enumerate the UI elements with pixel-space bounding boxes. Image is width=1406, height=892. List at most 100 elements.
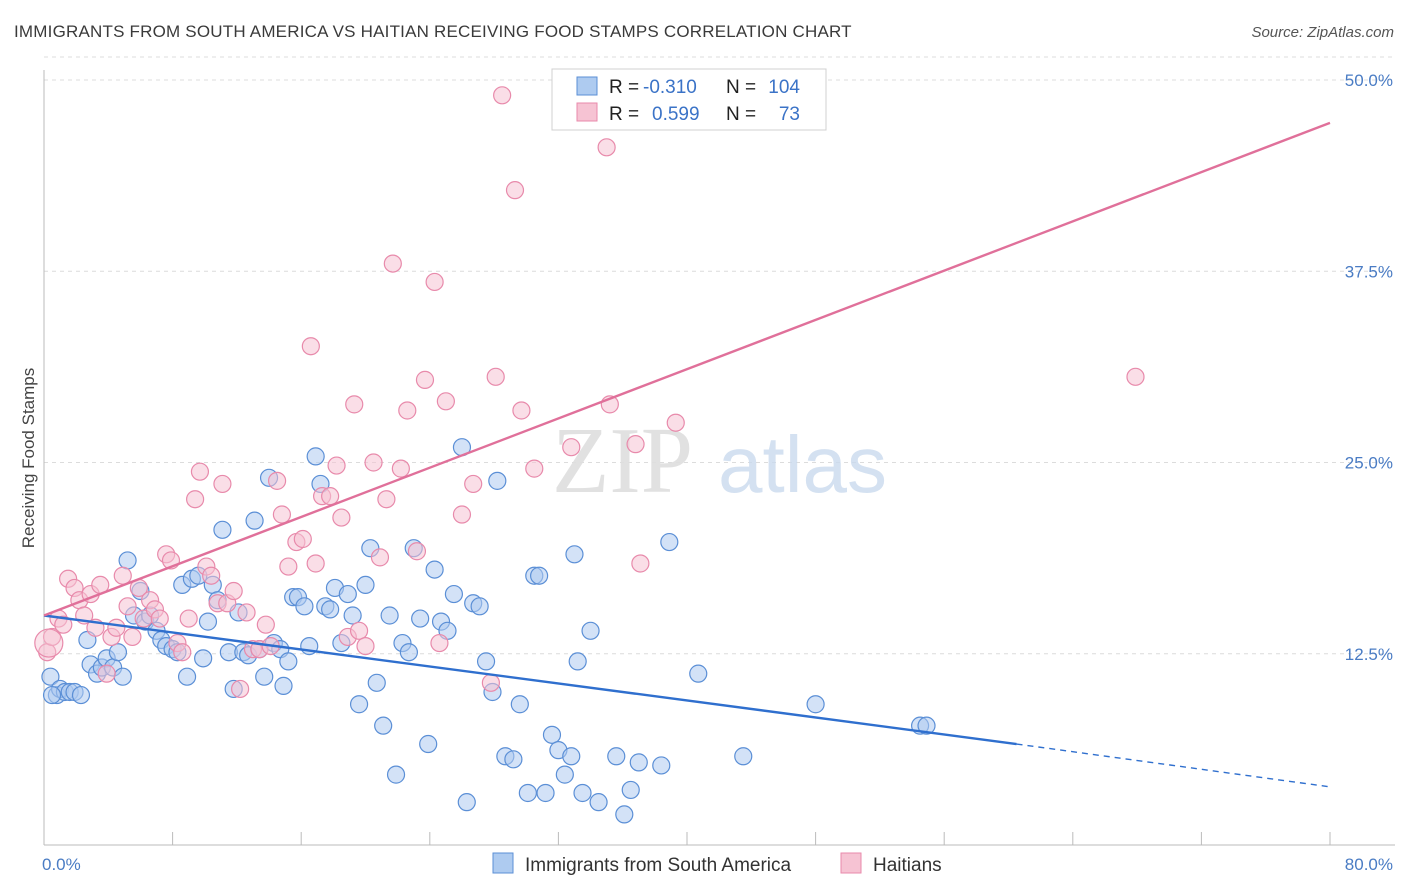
y-axis-title: Receiving Food Stamps [19,368,38,548]
point-immigrants [536,783,555,803]
point-haitians [464,474,483,494]
point-immigrants [562,747,581,766]
point-haitians [256,615,275,634]
point-immigrants [652,756,671,775]
point-haitians [425,272,444,292]
stats-legend-n-label-blue: N = [726,77,756,98]
point-haitians [666,413,685,432]
point-haitians [398,401,417,420]
series-haitians [34,86,1145,699]
point-immigrants [518,783,537,803]
point-immigrants [425,560,444,579]
point-immigrants [411,609,430,628]
point-haitians [213,474,232,494]
point-immigrants [607,747,626,766]
stats-legend: R = -0.310 N = 104 R = 0.599 N = 73 [551,68,827,131]
point-haitians [267,471,287,490]
point-haitians [562,438,581,457]
point-haitians [332,508,351,527]
point-immigrants [470,597,489,616]
trend-line-immigrants-extrapolated [1016,743,1331,788]
point-immigrants [806,695,825,714]
point-immigrants [734,747,753,766]
point-immigrants [41,667,60,686]
point-immigrants [565,545,584,564]
point-haitians [383,254,402,273]
stats-legend-n-value-blue: 104 [768,77,800,98]
point-haitians [113,566,132,585]
point-immigrants [457,793,476,812]
point-immigrants [255,667,274,686]
point-haitians [190,462,210,481]
point-haitians [356,636,375,656]
point-immigrants [476,652,496,671]
point-immigrants [589,793,608,812]
point-haitians [107,618,126,637]
stats-legend-n-value-pink: 73 [779,104,800,125]
point-haitians [415,370,435,389]
point-haitians [321,487,340,506]
point-haitians [512,401,531,420]
point-immigrants [573,783,592,803]
point-haitians [364,453,383,472]
point-haitians [345,395,364,414]
stats-legend-r-value-blue: -0.310 [643,77,697,98]
point-haitians [202,566,221,585]
point-immigrants [542,725,562,744]
source-note: Source: ZipAtlas.com [1251,24,1394,41]
point-immigrants [279,652,298,671]
point-haitians [150,609,169,628]
legend-label-haitians: Haitians [873,855,942,876]
point-immigrants [689,664,708,683]
point-haitians [525,459,544,478]
point-haitians [481,673,500,692]
point-immigrants [419,734,438,754]
point-haitians [327,456,346,475]
point-haitians [293,529,312,549]
y-tick-label: 50.0% [1345,71,1393,90]
point-immigrants [615,805,634,824]
point-immigrants [213,520,232,539]
point-immigrants [367,673,386,692]
point-immigrants [245,511,264,530]
point-immigrants [386,765,406,784]
point-haitians [118,597,137,616]
point-immigrants [581,621,600,640]
stats-legend-r-label-blue: R = [609,77,639,98]
point-immigrants [338,584,357,604]
point-immigrants [660,532,679,552]
axes [43,70,1395,846]
point-immigrants [504,750,523,769]
point-haitians [237,603,256,622]
trend-line-immigrants [43,614,1017,746]
trend-line-haitians [43,121,1331,617]
point-immigrants [113,667,132,686]
stats-legend-box [551,68,827,131]
point-haitians [186,490,205,509]
y-tick-label: 25.0% [1345,454,1393,473]
point-immigrants [444,584,464,604]
y-axis-tick-labels: 12.5% 25.0% 37.5% 50.0% [1345,71,1393,664]
point-immigrants [198,612,218,631]
point-immigrants [917,716,936,735]
point-immigrants [118,551,137,570]
point-immigrants [374,716,393,735]
stats-legend-r-value-pink: 0.599 [652,104,700,125]
stats-legend-r-label-pink: R = [609,104,639,125]
point-haitians [42,627,62,647]
point-haitians [391,459,410,478]
grid-lines [44,56,1395,655]
point-immigrants [194,649,213,668]
point-immigrants [274,676,293,695]
stats-legend-swatch-pink [576,102,598,122]
point-haitians [301,337,320,356]
point-immigrants [510,695,529,714]
point-haitians [377,490,396,509]
point-immigrants [108,643,128,662]
point-haitians-large [34,628,64,658]
point-immigrants [177,667,197,686]
y-tick-label: 37.5% [1345,262,1393,281]
point-immigrants [380,606,399,625]
point-haitians [123,627,142,647]
